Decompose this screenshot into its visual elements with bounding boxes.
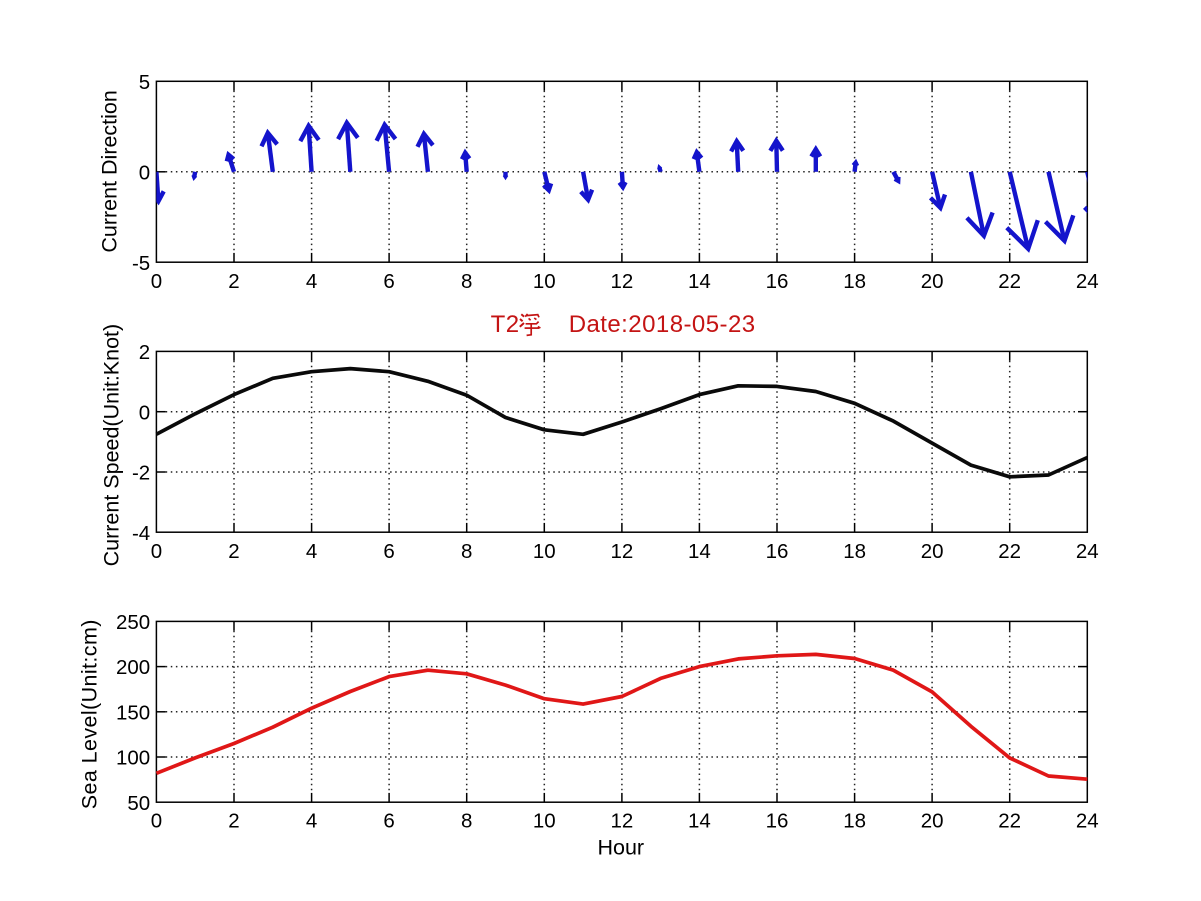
- svg-text:6: 6: [383, 270, 394, 293]
- svg-text:0: 0: [151, 270, 162, 293]
- svg-text:10: 10: [533, 810, 556, 833]
- svg-text:Sea Level(Unit:cm): Sea Level(Unit:cm): [78, 619, 102, 809]
- svg-text:5: 5: [139, 71, 150, 94]
- svg-text:0: 0: [139, 401, 150, 424]
- svg-text:T2: T2: [491, 311, 520, 338]
- svg-text:10: 10: [533, 270, 556, 293]
- svg-text:0: 0: [151, 540, 162, 563]
- svg-text:6: 6: [383, 540, 394, 563]
- svg-text:8: 8: [461, 540, 472, 563]
- svg-text:50: 50: [127, 792, 150, 815]
- svg-text:24: 24: [1076, 540, 1099, 563]
- svg-text:10: 10: [533, 540, 556, 563]
- svg-text:22: 22: [998, 810, 1021, 833]
- svg-text:4: 4: [306, 540, 317, 563]
- svg-text:22: 22: [998, 540, 1021, 563]
- svg-text:12: 12: [610, 270, 633, 293]
- svg-text:Current Speed(Unit:Knot): Current Speed(Unit:Knot): [100, 324, 124, 567]
- svg-text:200: 200: [116, 656, 150, 679]
- svg-text:16: 16: [766, 270, 789, 293]
- svg-text:Date:2018-05-23: Date:2018-05-23: [569, 311, 756, 338]
- svg-text:4: 4: [306, 810, 317, 833]
- svg-text:250: 250: [116, 611, 150, 634]
- svg-text:4: 4: [306, 270, 317, 293]
- svg-text:24: 24: [1076, 270, 1099, 293]
- svg-text:14: 14: [688, 270, 711, 293]
- svg-text:16: 16: [766, 810, 789, 833]
- svg-text:24: 24: [1076, 810, 1099, 833]
- svg-text:18: 18: [843, 540, 866, 563]
- svg-text:18: 18: [843, 270, 866, 293]
- svg-text:14: 14: [688, 540, 711, 563]
- svg-text:20: 20: [921, 270, 944, 293]
- svg-text:2: 2: [228, 270, 239, 293]
- svg-text:8: 8: [461, 810, 472, 833]
- svg-text:0: 0: [139, 161, 150, 184]
- svg-text:-2: -2: [132, 462, 150, 485]
- svg-text:Hour: Hour: [597, 836, 644, 860]
- svg-text:-4: -4: [132, 522, 150, 545]
- svg-text:20: 20: [921, 810, 944, 833]
- svg-text:2: 2: [228, 810, 239, 833]
- svg-text:-5: -5: [132, 252, 150, 275]
- svg-text:Current Direction: Current Direction: [97, 90, 121, 253]
- svg-text:150: 150: [116, 701, 150, 724]
- svg-text:16: 16: [766, 540, 789, 563]
- svg-text:0: 0: [151, 810, 162, 833]
- svg-text:6: 6: [383, 810, 394, 833]
- svg-text:12: 12: [610, 540, 633, 563]
- svg-text:2: 2: [228, 540, 239, 563]
- svg-text:8: 8: [461, 270, 472, 293]
- svg-text:2: 2: [139, 341, 150, 364]
- svg-text:100: 100: [116, 747, 150, 770]
- svg-text:14: 14: [688, 810, 711, 833]
- svg-text:12: 12: [610, 810, 633, 833]
- svg-text:22: 22: [998, 270, 1021, 293]
- svg-text:20: 20: [921, 540, 944, 563]
- svg-text:18: 18: [843, 810, 866, 833]
